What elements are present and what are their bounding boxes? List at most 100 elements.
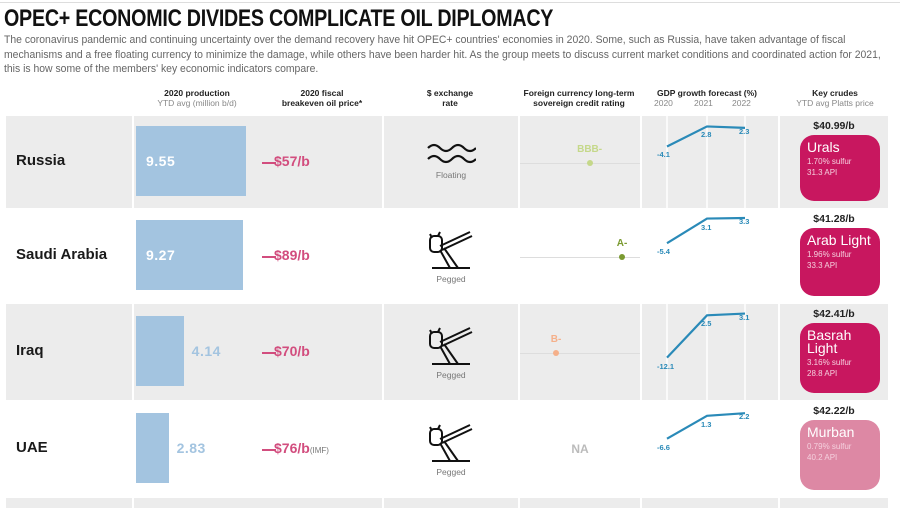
crude-price: $40.99/b: [813, 120, 855, 132]
header-exchange: $ exchange rate: [382, 88, 518, 108]
header-production-title: 2020 production: [164, 88, 230, 98]
gdp-label: 3.1: [701, 222, 712, 232]
crude-sulfur: 3.16% sulfur: [807, 358, 852, 367]
cell-rating: A-: [520, 209, 640, 303]
cell-breakeven: $57/b: [262, 116, 382, 208]
cell-exchange: Pegged: [384, 304, 518, 400]
gdp-label: 3.1: [739, 312, 750, 322]
exchange-label: Pegged: [436, 274, 466, 284]
header-crudes: Key crudes YTD avg Platts price: [780, 88, 890, 108]
cell-empty: [780, 498, 888, 508]
cell-breakeven: $70/b: [262, 304, 382, 400]
production-value: 9.55: [146, 153, 176, 169]
gdp-year-2021: 2021: [694, 98, 713, 108]
rating-label: NA: [571, 442, 589, 456]
table-row-partial: [6, 498, 888, 508]
cell-country: UAE: [6, 401, 132, 497]
breakeven-line: [262, 162, 276, 164]
crude-api: 33.3 API: [807, 261, 838, 270]
rating-line: [520, 257, 640, 258]
gdp-year-2020: 2020: [654, 98, 673, 108]
cell-production: 9.27: [134, 209, 262, 303]
exchange-label: Floating: [435, 170, 467, 180]
cell-production: 4.14: [134, 304, 262, 400]
country-name: Iraq: [16, 342, 44, 359]
cell-empty: [134, 498, 262, 508]
crude-sulfur: 1.96% sulfur: [807, 250, 852, 259]
header-exchange-title: $ exchange: [426, 88, 474, 98]
cell-country: Russia: [6, 116, 132, 208]
breakeven-value: $70/b: [274, 343, 310, 359]
rating-label: B-: [550, 334, 562, 345]
production-bar: [136, 316, 184, 386]
cell-rating: B-: [520, 304, 640, 400]
country-name: Russia: [16, 152, 66, 169]
cell-crude: $42.22/b Murban 0.79% sulfur 40.2 API: [780, 401, 888, 497]
header-rating: Foreign currency long-term sovereign cred…: [512, 88, 646, 108]
breakeven-price: $89/b: [274, 247, 310, 263]
top-rule: [0, 2, 900, 3]
production-bar: [136, 220, 243, 290]
cell-rating: NA: [520, 401, 640, 497]
crude-api: 31.3 API: [807, 168, 838, 177]
gdp-label: 2.2: [739, 412, 750, 422]
table-row: Russia 9.55 $57/b Floating BBB- -4.1 2.8 2.3 $40…: [6, 116, 888, 208]
cell-exchange: Floating: [384, 116, 518, 208]
header-breakeven-title: 2020 fiscal: [300, 88, 344, 98]
rating-line: [520, 163, 640, 164]
cell-rating: BBB-: [520, 116, 640, 208]
crude-box: Basrah Light 3.16% sulfur 28.8 API: [800, 323, 880, 393]
crude-name: Basrah Light: [807, 327, 852, 356]
breakeven-price: $70/b: [274, 343, 310, 359]
rating-label: BBB-: [577, 144, 603, 155]
table-row: Iraq 4.14 $70/b Pegged B- -12.1 2.5 3.1 $42.41/b…: [6, 304, 888, 400]
production-bar: [136, 413, 169, 483]
gdp-chart: [666, 209, 746, 303]
rating-dot: [553, 350, 559, 356]
rating-dot: [619, 254, 625, 260]
gdp-line: [666, 312, 746, 359]
header-gdp-title: GDP growth forecast (%): [657, 88, 757, 98]
cell-crude: $40.99/b Urals 1.70% sulfur 31.3 API: [780, 116, 888, 208]
exchange-label: Pegged: [436, 467, 466, 477]
breakeven-line: [262, 449, 276, 451]
exchange-peg-icon: [426, 421, 476, 470]
gdp-label: 2.3: [739, 126, 750, 136]
crude-name: Murban: [807, 424, 855, 440]
header-crudes-sub: YTD avg Platts price: [796, 98, 874, 108]
description: The coronavirus pandemic and continuing …: [4, 34, 881, 75]
header-production-sub: YTD avg (million b/d): [157, 98, 237, 108]
cell-country: Saudi Arabia: [6, 209, 132, 303]
country-name: Saudi Arabia: [16, 246, 108, 263]
header-rating-title2: sovereign credit rating: [533, 98, 625, 108]
crude-box: Urals 1.70% sulfur 31.3 API: [800, 135, 880, 201]
cell-gdp: -6.6 1.3 2.2: [642, 401, 778, 497]
production-value: 9.27: [146, 247, 176, 263]
breakeven-note: (IMF): [309, 446, 329, 455]
cell-country: Iraq: [6, 304, 132, 400]
gdp-line: [666, 216, 746, 245]
header-rating-title: Foreign currency long-term: [523, 88, 635, 98]
cell-empty: [384, 498, 518, 508]
gdp-label: 2.8: [701, 130, 712, 140]
crude-name: Arab Light: [807, 232, 871, 248]
cell-gdp: -4.1 2.8 2.3: [642, 116, 778, 208]
gdp-label: -5.4: [657, 247, 670, 257]
crude-sulfur: 0.79% sulfur: [807, 442, 852, 451]
cell-crude: $41.28/b Arab Light 1.96% sulfur 33.3 API: [780, 209, 888, 303]
production-value: 2.83: [176, 440, 206, 456]
gdp-line: [666, 125, 746, 148]
gdp-year-2022: 2022: [732, 98, 751, 108]
cell-breakeven: $76/b(IMF): [262, 401, 382, 497]
breakeven-line: [262, 352, 276, 354]
gdp-years: 2020 2021 2022: [646, 98, 768, 108]
exchange-waves-icon: [426, 142, 477, 171]
header-gdp: GDP growth forecast (%) 2020 2021 2022: [646, 88, 768, 108]
crude-box: Arab Light 1.96% sulfur 33.3 API: [800, 228, 880, 296]
cell-empty: [642, 498, 778, 508]
crude-name: Urals: [807, 139, 840, 155]
cell-empty: [520, 498, 640, 508]
crude-api: 40.2 API: [807, 453, 838, 462]
cell-gdp: -12.1 2.5 3.1: [642, 304, 778, 400]
cell-empty: [262, 498, 382, 508]
